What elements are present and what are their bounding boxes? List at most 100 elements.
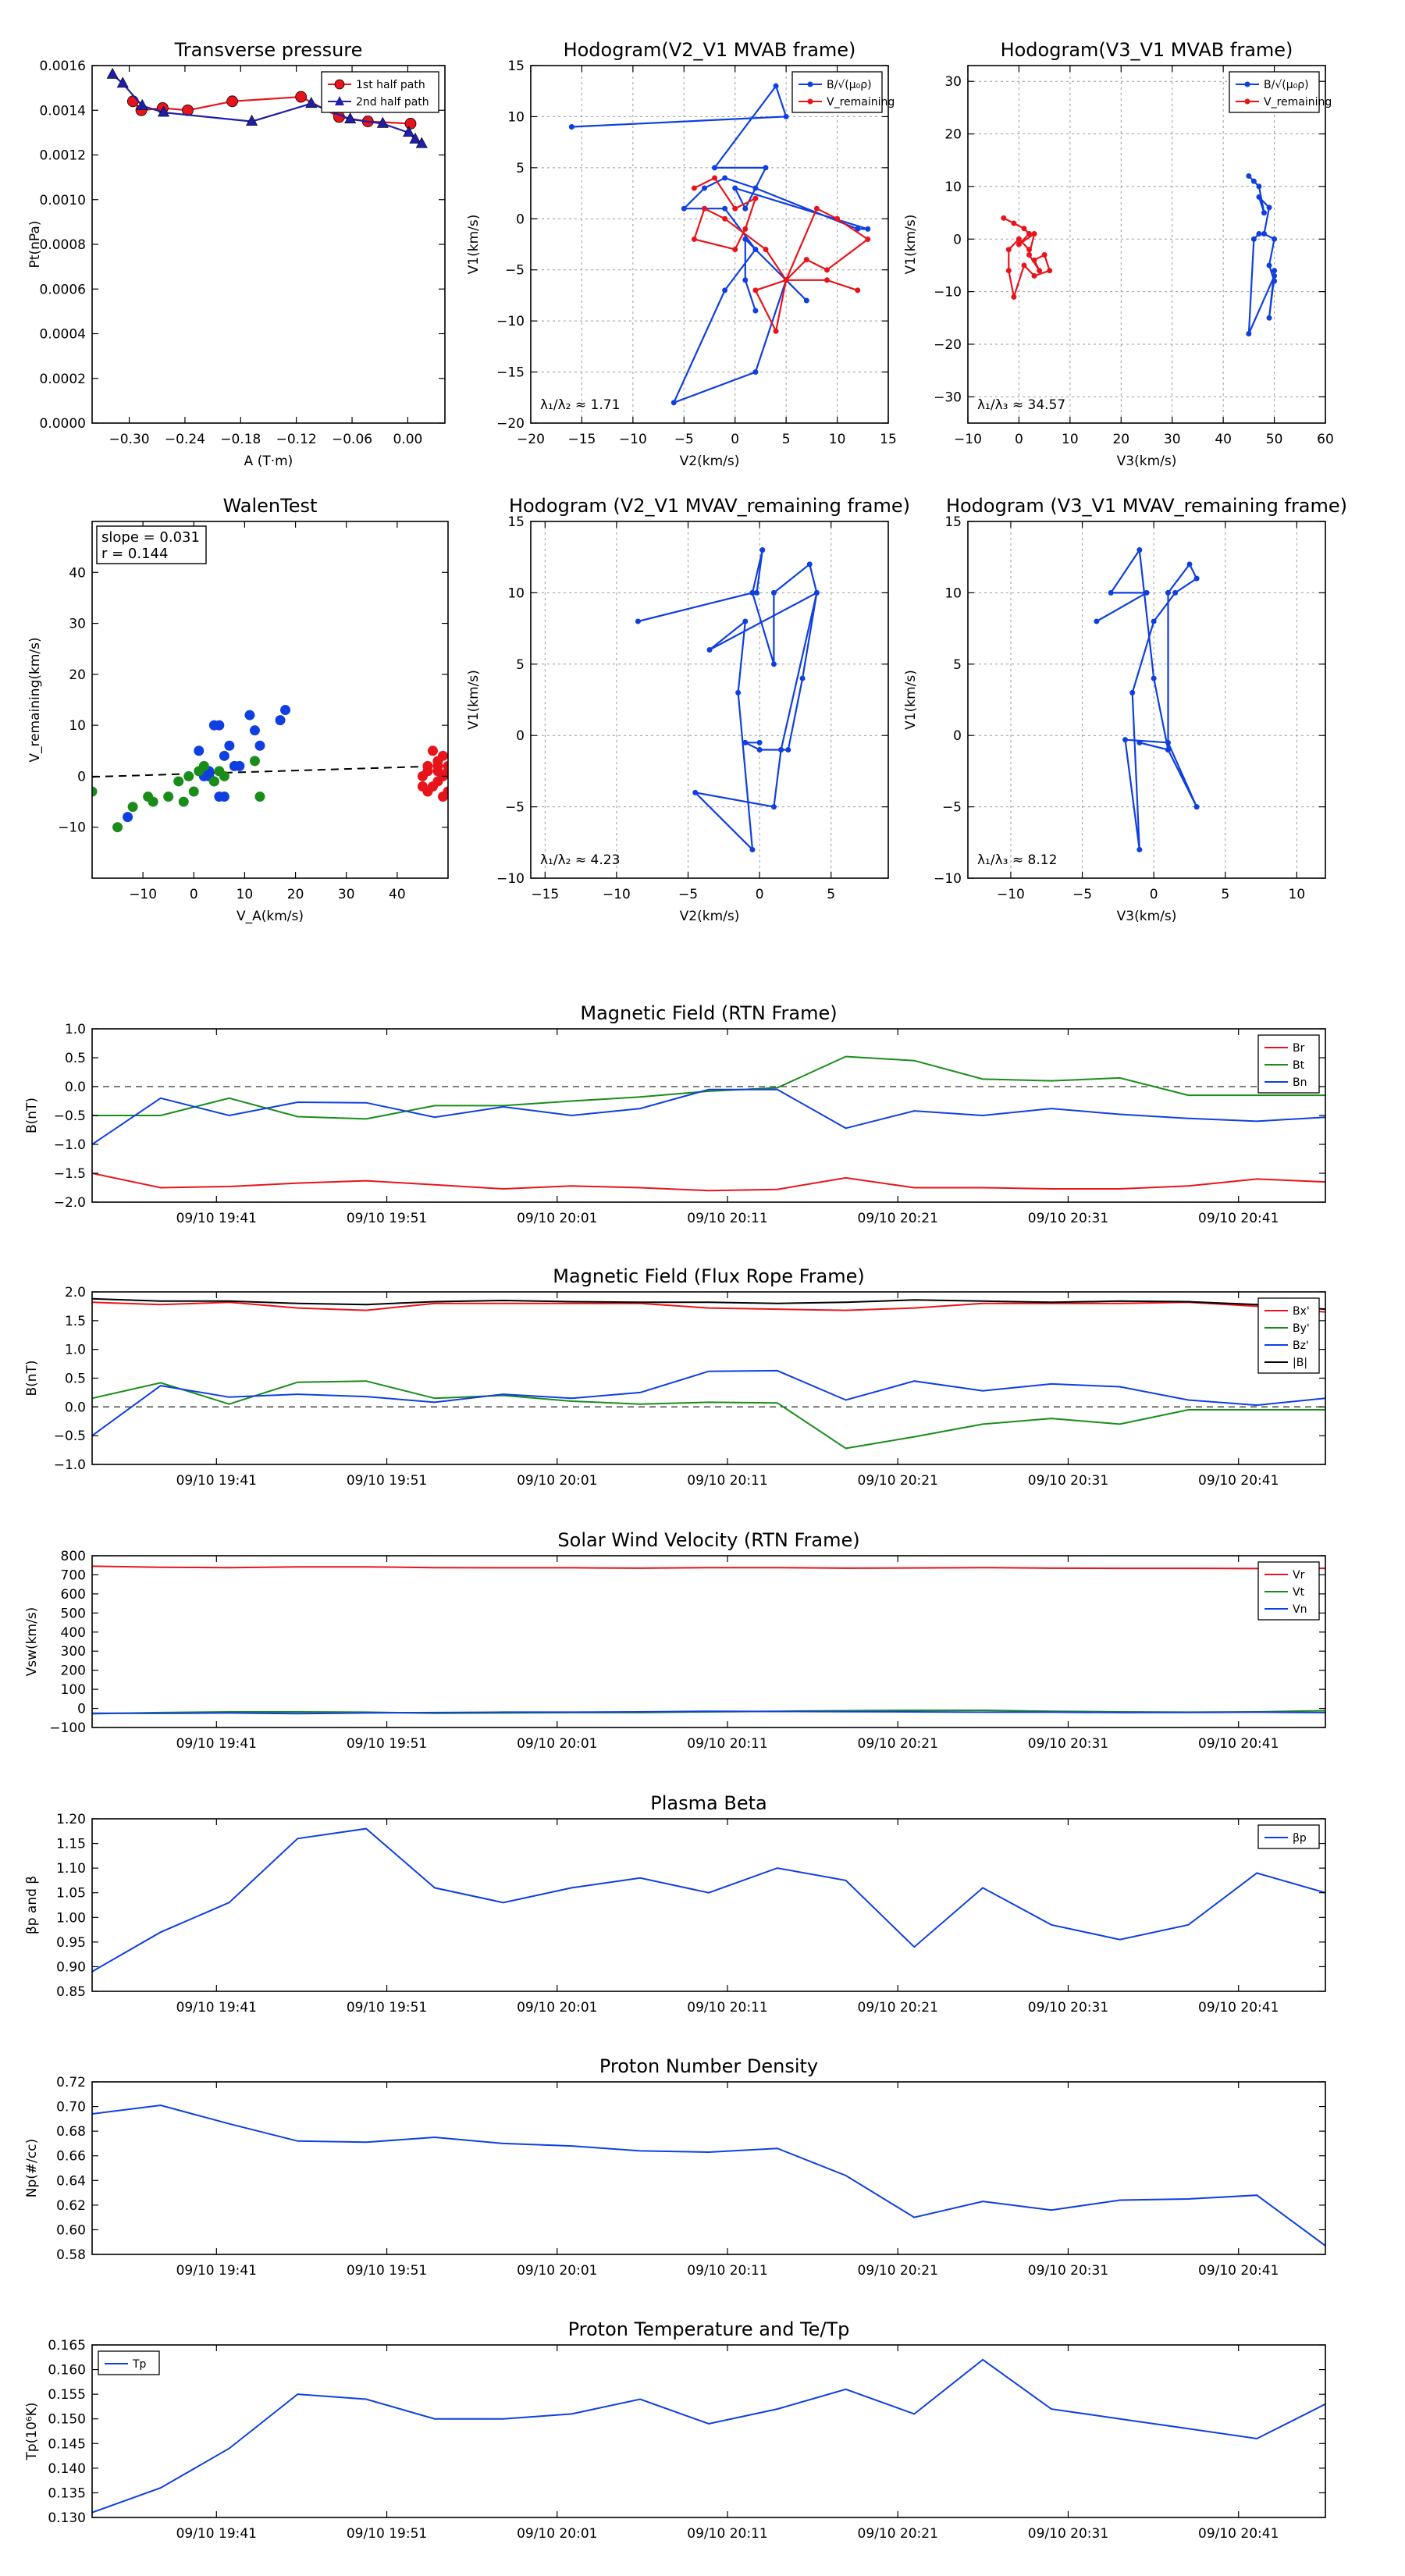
data-point (1122, 737, 1129, 743)
y-tick-label: 0.60 (56, 2222, 86, 2238)
x-tick-label: 09/10 19:41 (176, 1211, 257, 1226)
data-point (692, 789, 699, 795)
y-tick-label: 0.0 (65, 1080, 86, 1095)
x-tick-label: 5 (1221, 887, 1229, 902)
data-point (422, 766, 433, 777)
data-point (244, 710, 255, 720)
y-tick-label: 0.95 (56, 1935, 86, 1951)
data-point (722, 205, 728, 212)
x-tick-label: 09/10 20:11 (687, 1736, 767, 1752)
chart-hodogram-v2-v1-remaining: Hodogram (V2_V1 MVAV_remaining frame) −10… (466, 495, 910, 924)
y-axis-label: Tp(10⁶K) (24, 2402, 40, 2460)
data-point (403, 126, 415, 137)
plot-area (92, 1827, 1325, 1973)
x-tick-label: 09/10 19:51 (347, 1736, 427, 1752)
x-tick-label: −5 (678, 887, 698, 902)
chart-proton-number-density: Proton Number Density 0.58 0.60 0.62 0.64 0.6… (24, 2055, 1326, 2279)
data-point (749, 589, 756, 596)
chart-title: Proton Temperature and Te/Tp (568, 2318, 850, 2340)
axes-frame (91, 521, 449, 879)
y-axis-label: V1(km/s) (903, 215, 919, 275)
data-point (178, 796, 189, 807)
legend-label: |B| (1293, 1357, 1307, 1369)
data-point (803, 297, 809, 304)
data-point (1026, 231, 1033, 237)
data-point (188, 786, 199, 797)
data-point (1031, 272, 1037, 279)
x-axis-label: V3(km/s) (1117, 454, 1177, 469)
y-tick-label: 0.64 (56, 2173, 86, 2189)
legend-label: 2nd half path (356, 96, 429, 109)
data-point (759, 547, 766, 553)
y-axis-label: B(nT) (24, 1360, 40, 1396)
series-v-remaining-line (692, 176, 870, 334)
y-tick-label: −10 (58, 820, 86, 836)
y-tick-label: 0.0006 (40, 282, 86, 297)
x-tick-label: 20 (1112, 432, 1129, 447)
data-point (732, 205, 738, 212)
y-axis-label: V1(km/s) (466, 215, 482, 275)
x-tick-label: 09/10 20:21 (858, 2263, 938, 2279)
legend-label: B/√(μ₀ρ) (827, 79, 872, 91)
chart-proton-temperature: Proton Temperature and Te/Tp 0.130 0.135 0.… (24, 2318, 1326, 2542)
y-tick-label: 0.0010 (40, 193, 86, 208)
y-tick-label: −0.5 (54, 1108, 86, 1124)
y-tick-label: −1.0 (54, 1137, 86, 1153)
data-point (742, 226, 749, 232)
x-tick-label: 09/10 20:11 (687, 1473, 767, 1489)
series-vn-line (92, 1710, 1325, 1715)
y-axis-label: Np(#/cc) (24, 2139, 40, 2197)
y-tick-label: −20 (496, 416, 525, 432)
y-tick-label: 1.10 (56, 1861, 86, 1877)
chart-hodogram-v3-v1-mvab: Hodogram(V3_V1 MVAB frame) −30 −20 −10 0 10 20… (903, 39, 1334, 469)
data-point (763, 165, 769, 171)
chart-title: Hodogram (V3_V1 MVAV_remaining frame) (946, 495, 1347, 517)
data-point (305, 97, 318, 108)
x-tick-label: 09/10 20:31 (1028, 2526, 1108, 2542)
y-tick-label: 0.0016 (40, 59, 86, 74)
legend-label: Vn (1293, 1603, 1307, 1616)
data-point (1272, 236, 1278, 242)
y-tick-label: 0 (77, 769, 86, 785)
data-point (778, 746, 784, 753)
data-point (275, 715, 286, 726)
x-tick-label: 0 (756, 887, 764, 902)
series-bz-line (92, 1369, 1325, 1437)
ratio-annotation: λ₁/λ₂ ≈ 4.23 (540, 852, 620, 868)
data-point (749, 846, 756, 852)
series-bx-line (92, 1301, 1325, 1313)
x-tick-label: 10 (1289, 887, 1306, 902)
series-bn-line (92, 1088, 1325, 1145)
chart-title: Magnetic Field (Flux Rope Frame) (553, 1265, 864, 1287)
data-point (437, 792, 448, 802)
y-tick-label: 0.58 (56, 2247, 86, 2263)
y-tick-label: 0.165 (48, 2338, 86, 2354)
y-tick-label: 1.0 (65, 1343, 86, 1358)
data-point (742, 205, 749, 212)
x-tick-label: 09/10 19:41 (176, 1473, 257, 1489)
axes-frame (967, 521, 1326, 879)
chart-title: Magnetic Field (RTN Frame) (580, 1002, 837, 1024)
data-point (1011, 294, 1017, 300)
data-point (712, 165, 718, 171)
x-tick-label: 10 (829, 432, 846, 447)
y-tick-label: 0.140 (48, 2461, 86, 2477)
data-point (1129, 689, 1136, 696)
y-tick-label: −5 (505, 800, 525, 816)
legend-label: Vr (1293, 1569, 1305, 1582)
data-point (1261, 231, 1267, 237)
data-point (568, 124, 574, 130)
fit-stat-line: r = 0.144 (101, 546, 168, 562)
x-tick-label: 09/10 19:41 (176, 2000, 257, 2016)
x-tick-label: 0 (1150, 887, 1158, 902)
data-point (437, 750, 448, 761)
x-tick-label: 09/10 20:41 (1198, 2263, 1279, 2279)
series-0-line (92, 2104, 1325, 2247)
data-point (1041, 251, 1048, 258)
x-tick-label: 30 (338, 887, 355, 902)
data-point (783, 277, 789, 283)
data-point (1193, 575, 1200, 582)
data-point (756, 739, 763, 745)
y-tick-label: 5 (516, 161, 525, 176)
x-tick-label: 09/10 19:41 (176, 2263, 257, 2279)
